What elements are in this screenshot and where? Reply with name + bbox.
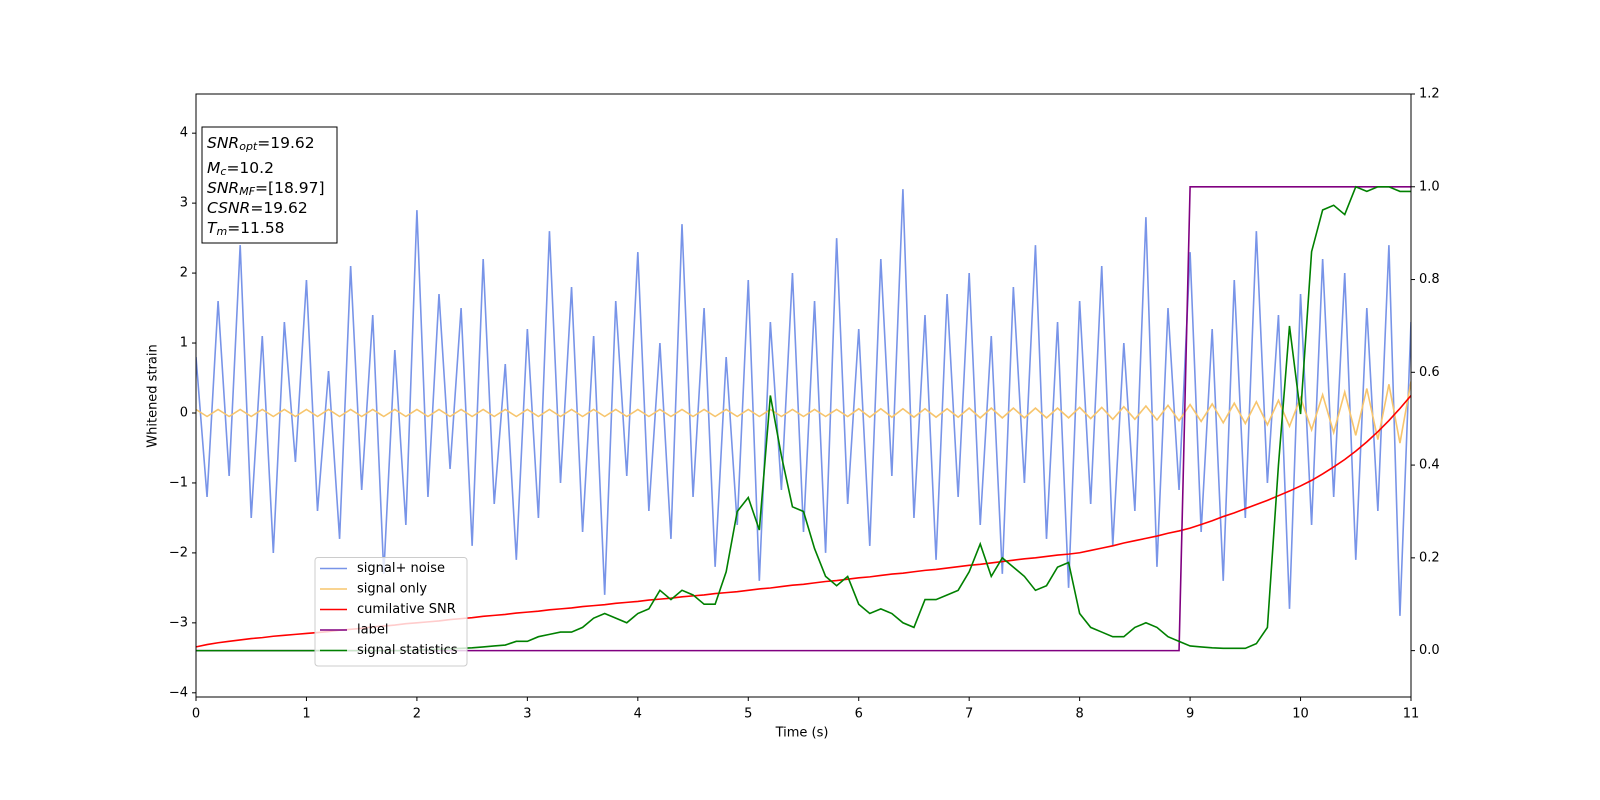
x-tick-label: 4 (634, 707, 642, 722)
series-line (196, 381, 1411, 444)
x-tick-label: 11 (1403, 707, 1420, 722)
y2-tick-label: 0.8 (1419, 272, 1440, 287)
annotation-frame (201, 126, 338, 244)
y-tick-label: −3 (169, 615, 188, 630)
x-tick-label: 3 (523, 707, 531, 722)
legend-frame (314, 557, 468, 667)
annotation-symbol: M (207, 159, 220, 177)
annotation-line: SNRMF=[18.97] (207, 179, 325, 199)
y-tick-label: 2 (180, 266, 188, 281)
annotation-subscript: MF (239, 185, 255, 198)
y2-tick-label: 1.2 (1419, 87, 1440, 102)
y-tick-label: 1 (180, 336, 188, 351)
annotation-subscript: c (220, 165, 226, 178)
series-line (196, 189, 1411, 616)
annotation-value: =19.62 (250, 199, 307, 217)
y-tick-label: 3 (180, 196, 188, 211)
annotation-value: =19.62 (257, 134, 314, 152)
x-tick-label: 9 (1186, 707, 1194, 722)
y2-tick-label: 0.2 (1419, 550, 1440, 565)
annotation-box: SNRopt=19.62Mc=10.2SNRMF=[18.97]CSNR=19.… (201, 126, 338, 244)
x-axis-label: Time (s) (775, 726, 829, 741)
y-tick-label: 0 (180, 405, 188, 420)
annotation-symbol: SNR (207, 179, 239, 197)
legend-label: label (357, 623, 388, 638)
legend-label: signal only (357, 582, 427, 597)
annotation-value: =10.2 (226, 159, 274, 177)
annotation-value: =[18.97] (255, 179, 324, 197)
y-tick-label: −1 (169, 475, 188, 490)
y2-tick-label: 0.4 (1419, 458, 1440, 473)
y2-tick-label: 0.6 (1419, 365, 1440, 380)
x-tick-label: 5 (744, 707, 752, 722)
plot-frame (195, 93, 1412, 698)
x-tick-label: 8 (1075, 707, 1083, 722)
annotation-symbol: SNR (207, 134, 239, 152)
annotation-subscript: m (216, 225, 227, 238)
x-tick-label: 6 (855, 707, 863, 722)
annotation-line: CSNR=19.62 (207, 199, 308, 217)
y-tick-label: 4 (180, 126, 188, 141)
x-tick-label: 2 (413, 707, 421, 722)
legend-label: signal statistics (357, 643, 458, 658)
annotation-subscript: opt (239, 140, 258, 153)
y-tick-label: −4 (169, 685, 188, 700)
y-axis-label: Whitened strain (146, 344, 161, 447)
annotation-line: SNRopt=19.62 (207, 134, 315, 154)
y2-tick-label: 0.0 (1419, 643, 1440, 658)
annotation-symbol: T (207, 219, 218, 237)
annotation-line: Mc=10.2 (207, 159, 274, 179)
annotation-line: Tm=11.58 (207, 219, 285, 239)
y-tick-label: −2 (169, 545, 188, 560)
legend-label: cumilative SNR (357, 602, 456, 617)
x-tick-label: 10 (1292, 707, 1309, 722)
y2-tick-label: 1.0 (1419, 179, 1440, 194)
x-tick-label: 7 (965, 707, 973, 722)
legend-label: signal+ noise (357, 561, 445, 576)
annotation-value: =11.58 (227, 219, 284, 237)
legend: signal+ noise signal only cumilative SNR la… (314, 557, 468, 667)
annotation-symbol: CSNR (207, 199, 250, 217)
x-tick-label: 0 (192, 707, 200, 722)
x-tick-label: 1 (302, 707, 310, 722)
